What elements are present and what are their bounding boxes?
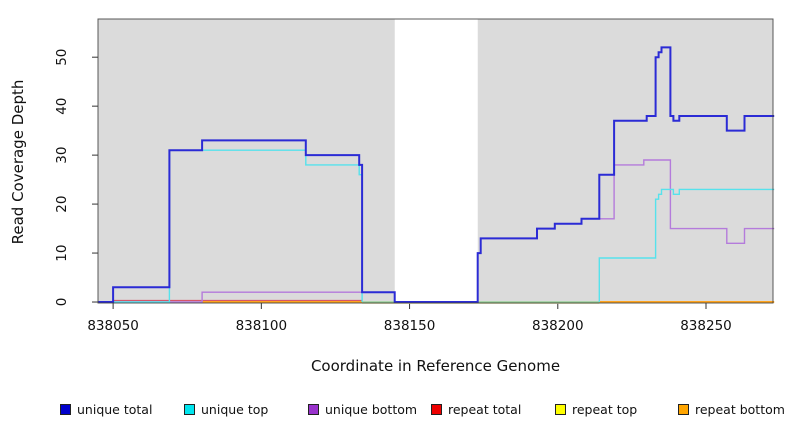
- legend-item-repeat-bottom: repeat bottom: [678, 399, 785, 419]
- y-tick-label: 20: [54, 196, 70, 213]
- legend-swatch: [555, 403, 566, 415]
- legend-swatch: [184, 403, 195, 415]
- legend-item-unique-total: unique total: [60, 399, 152, 419]
- x-tick-label: 838200: [532, 318, 584, 334]
- legend-item-repeat-total: repeat total: [431, 399, 521, 419]
- series-unique-top: [598, 188, 775, 302]
- x-tick-label: 838050: [87, 318, 139, 334]
- legend-label: repeat bottom: [695, 401, 785, 417]
- legend-item-repeat-top: repeat top: [555, 399, 637, 419]
- legend-label: unique bottom: [325, 401, 418, 417]
- legend-swatch: [431, 403, 442, 415]
- series-unique-total: [98, 46, 775, 303]
- coverage-chart-canvas: 838050 838100 838150 838200 838250 0 10 20 30 40 5…: [54, 18, 775, 334]
- x-tick-label: 838250: [680, 318, 732, 334]
- x-tick-label: 838150: [384, 318, 436, 334]
- legend-label: repeat total: [448, 401, 522, 417]
- y-tick-label: 10: [54, 245, 70, 262]
- plot-frame: [97, 18, 774, 304]
- legend-item-unique-bottom: unique bottom: [308, 399, 417, 419]
- y-axis-title: Read Coverage Depth: [9, 79, 27, 245]
- masked-region: [394, 19, 478, 303]
- legend-label: unique top: [201, 401, 269, 417]
- legend-label: unique total: [77, 401, 153, 417]
- legend-label: repeat top: [572, 401, 638, 417]
- y-tick-label: 30: [54, 147, 70, 164]
- y-tick-label: 50: [54, 49, 70, 66]
- y-tick-label: 0: [54, 298, 70, 307]
- legend-swatch: [308, 403, 319, 415]
- y-tick-label: 40: [54, 98, 70, 115]
- legend-item-unique-top: unique top: [184, 399, 268, 419]
- legend-swatch: [60, 403, 71, 415]
- legend-swatch: [678, 403, 689, 415]
- legend: unique total unique top unique bottom repea…: [0, 399, 792, 423]
- x-axis-title: Coordinate in Reference Genome: [310, 357, 561, 375]
- x-tick-label: 838100: [236, 318, 288, 334]
